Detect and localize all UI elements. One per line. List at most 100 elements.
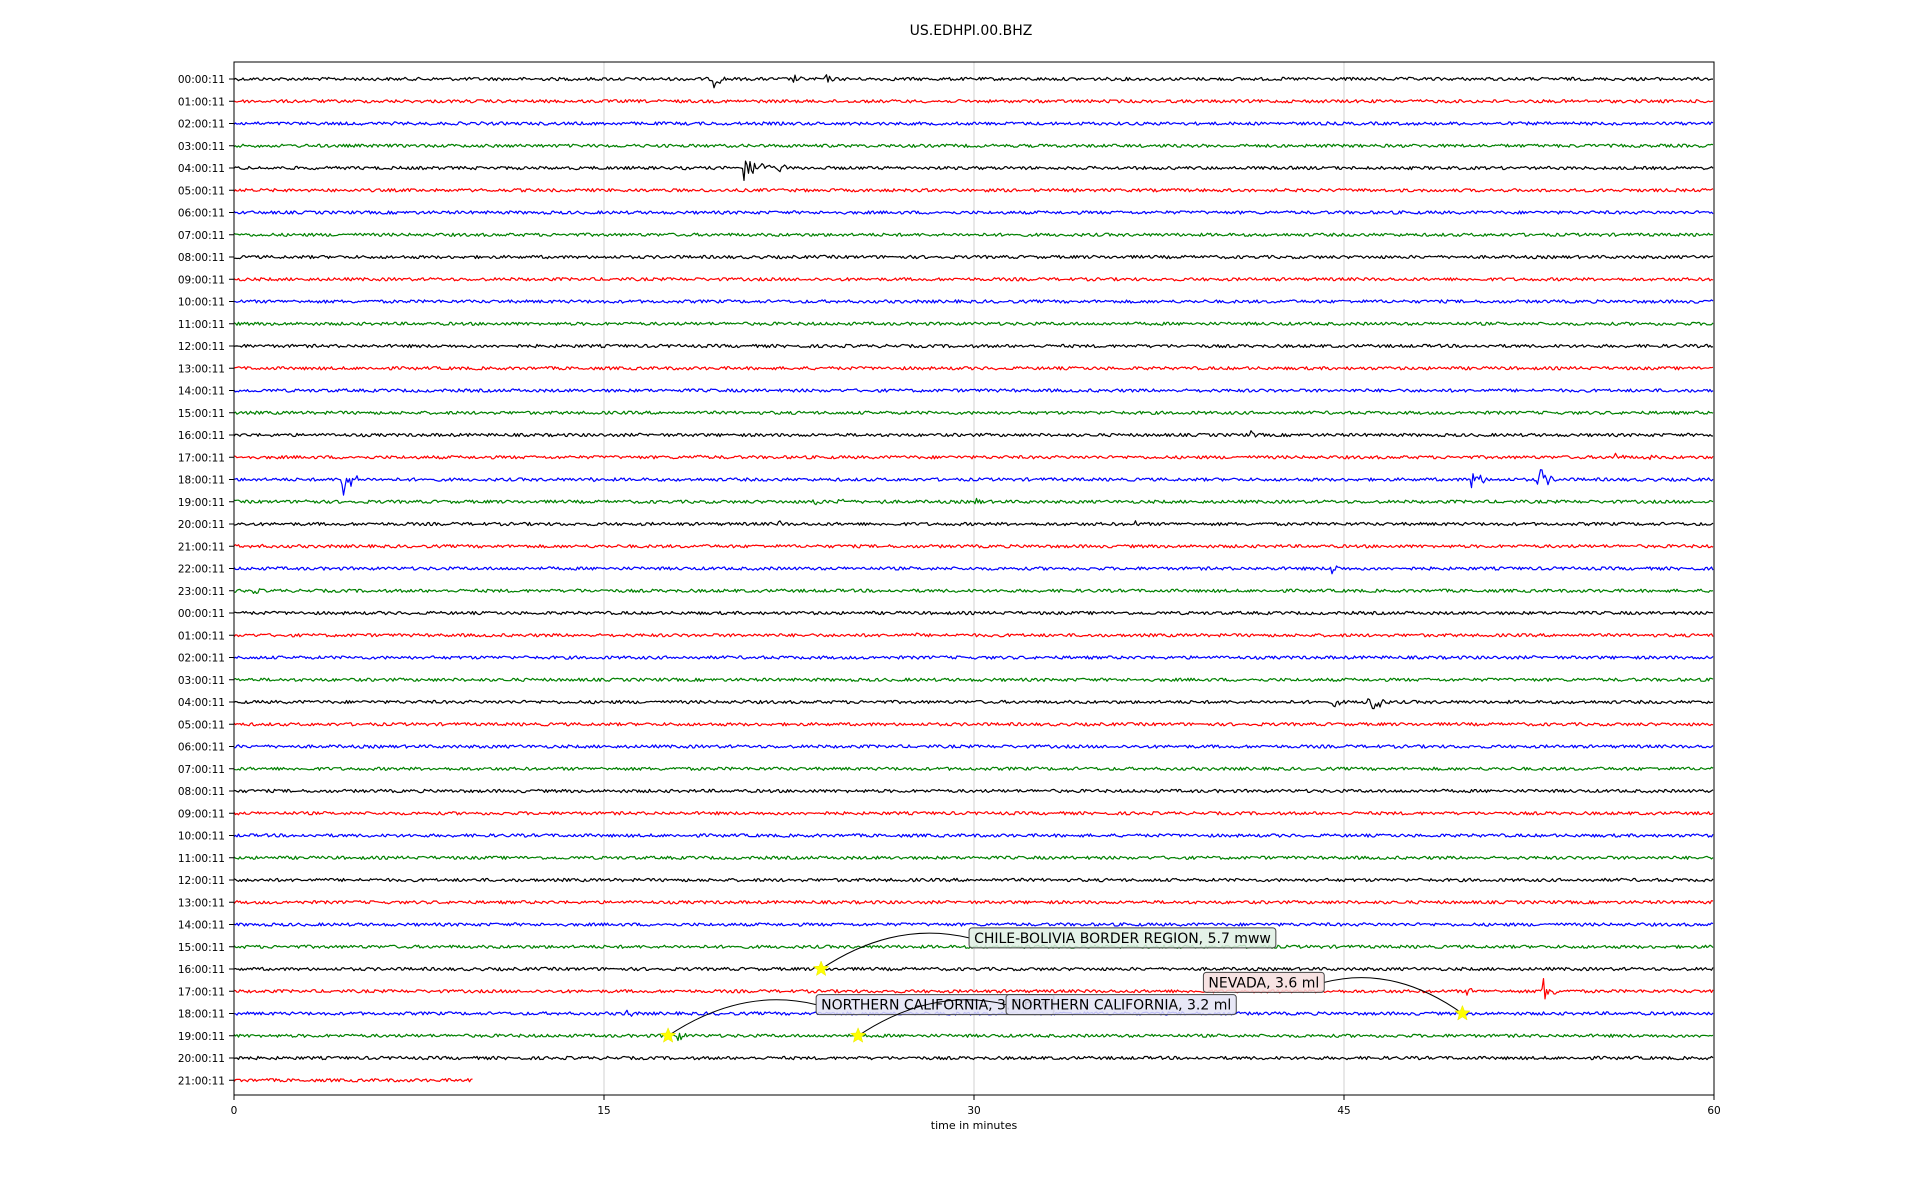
trace-row-3 xyxy=(233,143,1714,148)
row-time-label: 16:00:11 xyxy=(178,964,225,976)
event-annotation: CHILE-BOLIVIA BORDER REGION, 5.7 mww xyxy=(812,927,1277,977)
trace-row-26 xyxy=(233,655,1714,660)
trace-row-10 xyxy=(233,299,1714,304)
trace-row-31 xyxy=(233,766,1714,771)
trace-group xyxy=(233,74,1714,1083)
trace-row-21 xyxy=(233,543,1714,549)
row-time-label: 10:00:11 xyxy=(178,831,225,843)
row-time-label: 15:00:11 xyxy=(178,408,225,420)
trace-row-19 xyxy=(233,497,1714,506)
trace-row-1 xyxy=(233,99,1714,104)
row-time-label: 02:00:11 xyxy=(178,653,225,665)
row-time-label: 20:00:11 xyxy=(178,1053,225,1065)
event-label-box xyxy=(968,927,1277,949)
chart-title: US.EDHPI.00.BHZ xyxy=(910,23,1033,39)
row-time-label: 07:00:11 xyxy=(178,764,225,776)
event-label-box xyxy=(1005,994,1237,1016)
row-time-label: 17:00:11 xyxy=(178,452,225,464)
trace-row-34 xyxy=(233,833,1714,838)
row-time-label: 23:00:11 xyxy=(178,586,225,598)
row-time-label: 05:00:11 xyxy=(178,719,225,731)
row-time-label: 18:00:11 xyxy=(178,475,225,487)
row-time-label: 15:00:11 xyxy=(178,942,225,954)
event-connector xyxy=(820,932,970,970)
trace-row-7 xyxy=(233,232,1714,237)
row-time-label: 03:00:11 xyxy=(178,141,225,153)
event-label: NEVADA, 3.6 ml xyxy=(1208,975,1319,991)
trace-row-4 xyxy=(233,160,1714,181)
trace-row-29 xyxy=(233,722,1714,727)
trace-row-16 xyxy=(233,430,1714,438)
event-annotation: NEVADA, 3.6 ml xyxy=(1202,971,1471,1021)
trace-row-6 xyxy=(233,210,1714,215)
x-tick-group: 0 15 30 45 60 xyxy=(231,1095,1721,1117)
event-label-box xyxy=(1202,971,1325,993)
row-time-label: 12:00:11 xyxy=(178,875,225,887)
row-time-label: 09:00:11 xyxy=(178,808,225,820)
event-star-icon xyxy=(812,960,830,977)
trace-row-17 xyxy=(233,452,1714,461)
trace-row-43 xyxy=(233,1032,1714,1042)
trace-row-5 xyxy=(233,188,1714,193)
row-time-label: 08:00:11 xyxy=(178,252,225,264)
trace-row-22 xyxy=(233,565,1714,575)
x-tick-label: 0 xyxy=(231,1105,238,1117)
row-time-label: 19:00:11 xyxy=(178,497,225,509)
row-time-label: 04:00:11 xyxy=(178,163,225,175)
x-tick-label: 30 xyxy=(967,1105,980,1117)
row-time-label: 10:00:11 xyxy=(178,297,225,309)
x-tick-label: 15 xyxy=(597,1105,610,1117)
trace-row-14 xyxy=(233,388,1714,393)
row-time-label: 21:00:11 xyxy=(178,541,225,553)
trace-row-41 xyxy=(233,977,1714,1000)
trace-row-20 xyxy=(233,520,1714,527)
row-time-label: 08:00:11 xyxy=(178,786,225,798)
trace-row-33 xyxy=(233,811,1714,816)
row-time-label: 03:00:11 xyxy=(178,675,225,687)
row-time-label: 02:00:11 xyxy=(178,119,225,131)
trace-row-28 xyxy=(233,698,1714,710)
row-time-label: 20:00:11 xyxy=(178,519,225,531)
row-time-label: 16:00:11 xyxy=(178,430,225,442)
trace-row-24 xyxy=(233,610,1714,616)
row-time-label: 19:00:11 xyxy=(178,1031,225,1043)
trace-row-37 xyxy=(233,900,1714,905)
trace-row-27 xyxy=(233,677,1714,682)
trace-row-23 xyxy=(233,588,1714,595)
event-annotation: NORTHERN CALIFORNIA, 3.2 ml xyxy=(849,994,1237,1043)
trace-row-0 xyxy=(233,74,1713,89)
row-time-label: 13:00:11 xyxy=(178,363,225,375)
trace-row-44 xyxy=(233,1055,1714,1061)
x-tick-label: 60 xyxy=(1707,1105,1720,1117)
row-time-label: 06:00:11 xyxy=(178,208,225,220)
event-connector xyxy=(857,999,1007,1037)
x-tick-label: 45 xyxy=(1337,1105,1350,1117)
trace-row-12 xyxy=(233,343,1714,349)
row-time-label: 01:00:11 xyxy=(178,630,225,642)
row-label-group: 00:00:11 01:00:11 02:00:11 03:00:11 04:00:11… xyxy=(178,74,234,1087)
trace-row-38 xyxy=(233,922,1714,927)
row-time-label: 22:00:11 xyxy=(178,564,225,576)
trace-row-30 xyxy=(233,744,1714,749)
event-label: CHILE-BOLIVIA BORDER REGION, 5.7 mww xyxy=(974,931,1271,947)
trace-row-32 xyxy=(233,788,1714,794)
event-star-icon xyxy=(1454,1004,1471,1021)
row-time-label: 21:00:11 xyxy=(178,1075,225,1087)
event-star-icon xyxy=(849,1027,867,1043)
trace-row-9 xyxy=(233,277,1714,282)
row-time-label: 11:00:11 xyxy=(178,853,225,865)
trace-row-36 xyxy=(233,877,1714,883)
trace-row-18 xyxy=(233,469,1714,496)
trace-row-25 xyxy=(233,632,1714,638)
row-time-label: 01:00:11 xyxy=(178,96,225,108)
trace-row-45 xyxy=(233,1078,473,1083)
trace-row-40 xyxy=(233,966,1714,972)
trace-row-8 xyxy=(233,254,1714,260)
row-time-label: 00:00:11 xyxy=(178,608,225,620)
row-time-label: 14:00:11 xyxy=(178,386,225,398)
event-label: NORTHERN CALIFORNIA, 3.2 ml xyxy=(1011,998,1231,1014)
row-time-label: 13:00:11 xyxy=(178,897,225,909)
trace-row-13 xyxy=(233,366,1714,371)
event-connector xyxy=(667,999,817,1037)
